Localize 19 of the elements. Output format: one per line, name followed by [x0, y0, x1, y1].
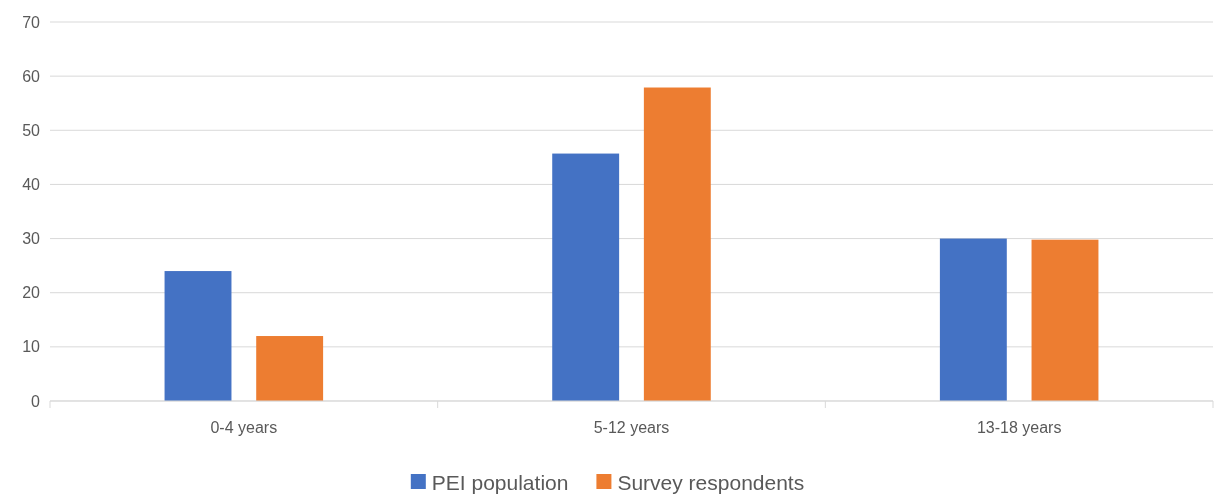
y-tick-label: 20 — [22, 284, 41, 302]
bar — [643, 87, 711, 401]
bar — [939, 238, 1007, 401]
x-tick-label: 5-12 years — [593, 419, 670, 436]
x-tick-label: 13-18 years — [976, 419, 1062, 436]
y-tick-label: 40 — [22, 176, 41, 194]
y-tick-label: 50 — [22, 121, 41, 139]
y-tick-label: 10 — [22, 338, 41, 356]
bar — [256, 336, 324, 401]
y-tick-label: 0 — [31, 392, 41, 410]
y-tick-label: 70 — [22, 13, 41, 31]
bar — [552, 153, 620, 401]
y-tick-label: 30 — [22, 230, 41, 248]
bar — [1031, 239, 1099, 401]
legend-label: PEI population — [431, 471, 569, 494]
y-tick-label: 60 — [22, 67, 41, 85]
x-tick-label: 0-4 years — [210, 419, 278, 436]
bar — [164, 271, 232, 401]
legend-label: Survey respondents — [617, 471, 805, 494]
